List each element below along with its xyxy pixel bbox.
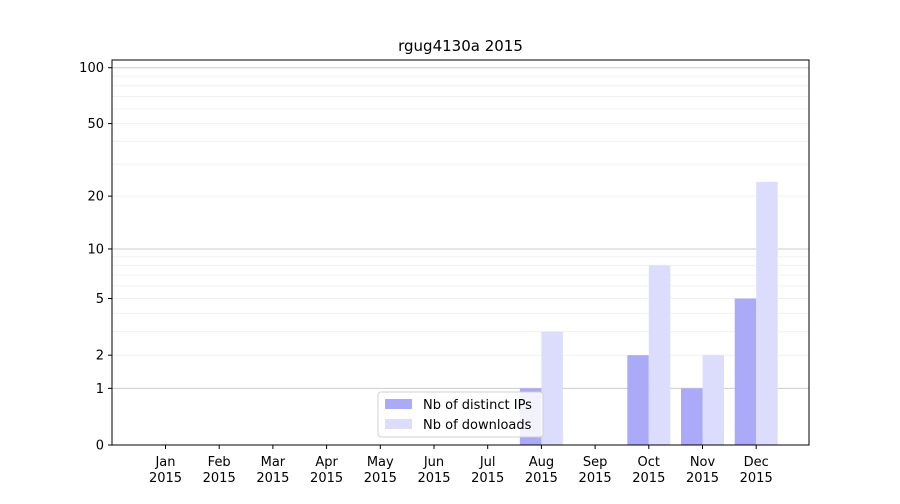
legend: Nb of distinct IPs Nb of downloads — [377, 391, 544, 438]
bar-downloads — [756, 181, 778, 446]
bar-distinct-ips — [681, 388, 703, 445]
x-tick-label: Dec 2015 — [740, 455, 773, 486]
bar-downloads — [541, 331, 563, 445]
x-tick-label: Aug 2015 — [525, 455, 558, 486]
y-tick-label: 50 — [87, 117, 104, 132]
x-tick-label: Jun 2015 — [417, 455, 450, 486]
x-tick-label: Jul 2015 — [471, 455, 504, 486]
bar-downloads — [648, 265, 671, 445]
bar-distinct-ips — [734, 298, 757, 445]
bar-downloads — [702, 355, 724, 445]
bar-distinct-ips — [627, 355, 649, 445]
x-tick-label: Mar 2015 — [256, 455, 289, 486]
y-tick-label: 0 — [96, 439, 104, 454]
y-tick-label: 5 — [96, 292, 104, 307]
x-tick-label: Jan 2015 — [149, 455, 182, 486]
x-tick-label: Nov 2015 — [686, 455, 719, 486]
grid-layer — [112, 67, 809, 389]
chart-title: rgug4130a 2015 — [398, 37, 523, 55]
legend-box — [377, 391, 544, 438]
x-tick-label: Sep 2015 — [579, 455, 612, 486]
y-axis: 0 1 2 5 10 20 50 100 — [79, 61, 112, 454]
x-tick-label: May 2015 — [364, 455, 397, 486]
legend-label: Nb of downloads — [423, 418, 532, 433]
legend-label: Nb of distinct IPs — [423, 398, 532, 413]
x-tick-label: Feb 2015 — [203, 455, 236, 486]
bars-layer — [519, 181, 778, 446]
x-axis: Jan 2015 Feb 2015 Mar 2015 Apr 2015 May 2015 Jun 20… — [149, 445, 773, 486]
y-tick-label: 20 — [87, 190, 104, 205]
y-tick-label: 10 — [87, 242, 104, 257]
x-tick-label: Oct 2015 — [632, 455, 665, 486]
legend-swatch — [385, 399, 412, 409]
y-tick-label: 1 — [96, 382, 104, 397]
y-tick-label: 100 — [79, 61, 104, 76]
legend-swatch — [385, 419, 412, 429]
x-tick-label: Apr 2015 — [310, 455, 343, 486]
y-tick-label: 2 — [96, 349, 104, 364]
plot-frame — [111, 59, 810, 446]
